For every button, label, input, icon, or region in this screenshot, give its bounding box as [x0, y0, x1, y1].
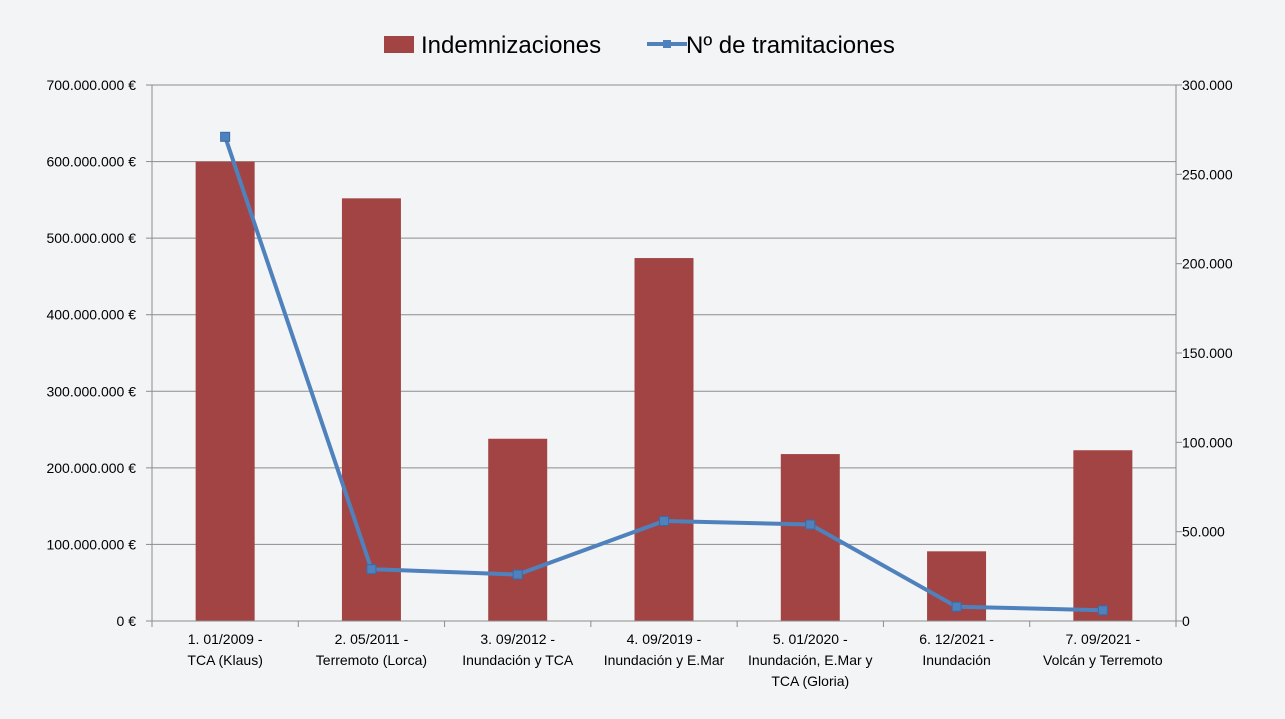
left-axis-tick-label: 500.000.000 € [46, 230, 136, 246]
x-axis-category-label: Inundación y E.Mar [604, 652, 725, 668]
line-point-tramitaciones [512, 569, 523, 580]
right-axis-tick-label: 0 [1182, 613, 1190, 629]
legend-swatch-indemnizaciones [384, 36, 414, 53]
line-point-tramitaciones [659, 515, 669, 526]
x-axis-category-label: 3. 09/2012 - [480, 631, 555, 647]
x-axis-category-label: 5. 01/2020 - [773, 631, 848, 647]
bar-indemnizaciones [195, 161, 255, 622]
left-axis-tick-label: 0 € [117, 613, 137, 629]
left-axis-tick-label: 700.000.000 € [46, 77, 136, 93]
legend: Indemnizaciones Nº de tramitaciones [384, 32, 895, 59]
left-axis-tick-label: 400.000.000 € [46, 307, 136, 323]
bar-indemnizaciones [634, 258, 694, 621]
legend-label-tramitaciones: Nº de tramitaciones [686, 32, 895, 59]
legend-label-indemnizaciones: Indemnizaciones [421, 32, 601, 59]
line-point-tramitaciones [1097, 605, 1108, 616]
x-axis-category-label: TCA (Klaus) [187, 652, 262, 668]
bar-indemnizaciones [1073, 450, 1133, 621]
x-axis-category-label: 6. 12/2021 - [919, 631, 994, 647]
line-point-tramitaciones [951, 601, 962, 612]
x-axis-category-label: Terremoto (Lorca) [316, 652, 427, 668]
legend-marker-tramitaciones [663, 40, 671, 48]
axis-labels: 0 € 100.000.000 € 200.000.000 € 300.000.000… [46, 77, 1232, 689]
left-axis-tick-label: 100.000.000 € [46, 536, 136, 552]
x-axis-category-label: Inundación [922, 652, 991, 668]
right-axis-tick-label: 150.000 [1182, 345, 1233, 361]
x-axis-category-label: 4. 09/2019 - [627, 631, 702, 647]
axes [146, 84, 1182, 627]
bar-series-group [195, 161, 1133, 622]
bar-indemnizaciones [488, 438, 548, 621]
x-axis-category-label: 1. 01/2009 - [188, 631, 263, 647]
left-axis-tick-label: 200.000.000 € [46, 460, 136, 476]
x-axis-category-label: Volcán y Terremoto [1043, 652, 1163, 668]
x-axis-category-label: 7. 09/2021 - [1065, 631, 1140, 647]
right-axis-tick-label: 50.000 [1182, 524, 1225, 540]
line-point-tramitaciones [805, 519, 816, 530]
x-axis-category-label: TCA (Gloria) [771, 673, 849, 689]
left-axis-tick-label: 300.000.000 € [46, 383, 136, 399]
line-series-group [220, 131, 1108, 616]
left-axis-tick-label: 600.000.000 € [46, 154, 136, 170]
right-axis-tick-label: 100.000 [1182, 434, 1233, 450]
bar-indemnizaciones [341, 198, 401, 621]
x-axis-category-label: Inundación y TCA [462, 652, 574, 668]
x-axis-category-label: Inundación, E.Mar y [748, 652, 873, 668]
x-axis-category-label: 2. 05/2011 - [335, 631, 409, 647]
line-point-tramitaciones [366, 564, 377, 575]
right-axis-tick-label: 300.000 [1182, 77, 1233, 93]
right-axis-tick-label: 200.000 [1182, 256, 1233, 272]
right-axis-tick-label: 250.000 [1182, 166, 1233, 182]
line-point-tramitaciones [220, 131, 231, 142]
